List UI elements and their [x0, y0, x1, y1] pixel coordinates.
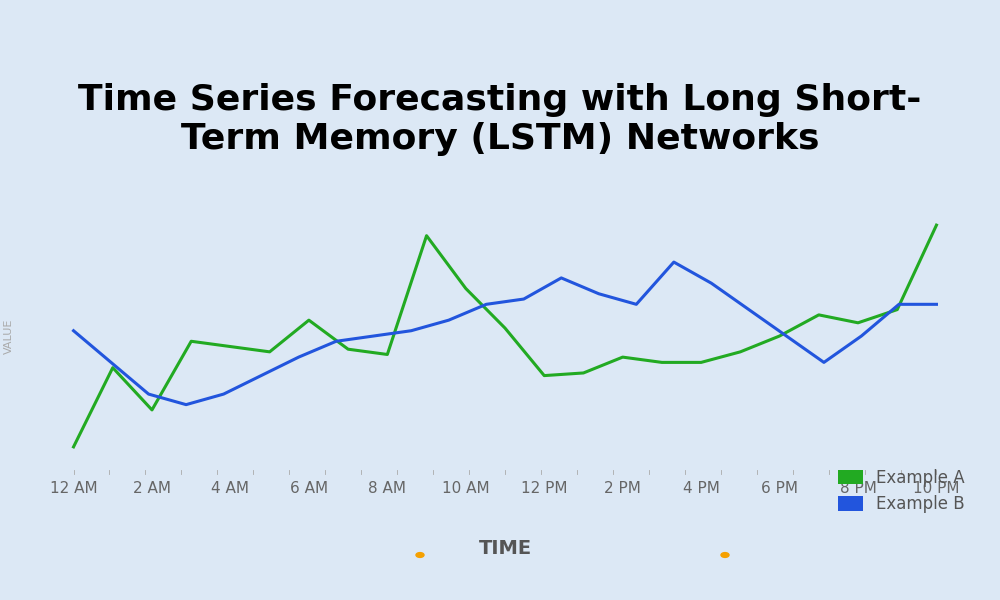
Text: Time Series Forecasting with Long Short-
Term Memory (LSTM) Networks: Time Series Forecasting with Long Short-…: [78, 83, 922, 156]
Text: VALUE: VALUE: [4, 319, 14, 353]
Legend: Example A, Example B: Example A, Example B: [831, 462, 972, 520]
Text: TIME: TIME: [478, 539, 532, 559]
